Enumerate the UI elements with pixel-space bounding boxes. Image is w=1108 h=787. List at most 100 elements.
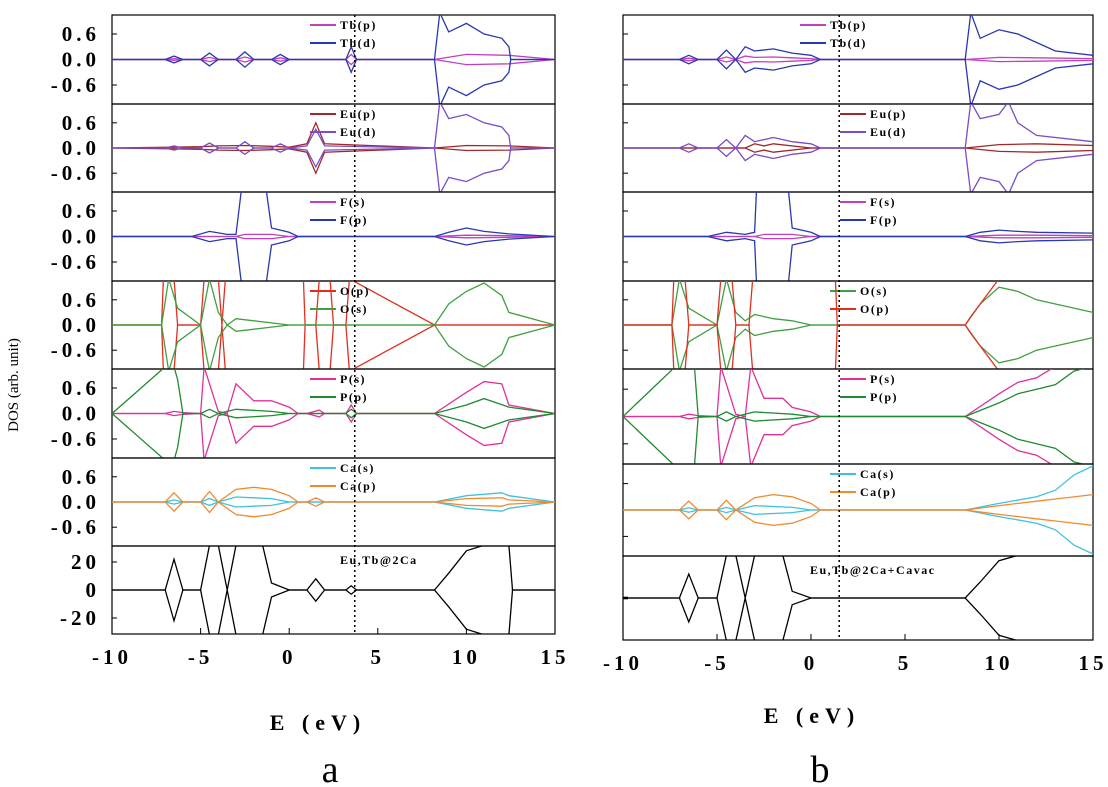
panel-b-subplot-1: Eu(p) Eu(d) — [622, 103, 1094, 193]
dos-curve-down — [623, 509, 1093, 527]
panel-b-series-0-1 — [623, 15, 1093, 104]
dos-curve-down — [112, 323, 555, 369]
dos-curve-down — [623, 58, 1093, 64]
panel-a-ytick-label: 0.6 — [62, 22, 100, 46]
panel-a-series-1-1 — [112, 104, 555, 192]
panel-a-legend-label: Ca(s) — [340, 461, 375, 475]
dos-curve-down — [112, 501, 555, 512]
panel-a-ytick-label: 20 — [71, 550, 100, 574]
dos-curve-up — [623, 369, 1086, 418]
panel-a-series-3-1 — [112, 281, 555, 369]
panel-a-legend-label: Ca(p) — [340, 479, 377, 493]
dos-curve-down — [112, 147, 555, 192]
panel-a-total-label: Eu,Tb@2Ca — [340, 553, 418, 567]
dos-curve-down — [112, 58, 555, 66]
panel-a-subplot-3: 0.60.0-0.6O(p)O(s) — [51, 280, 556, 370]
dos-curve-down — [623, 415, 1053, 464]
dos-curve-down — [623, 235, 1093, 240]
panel-a-subplot-frame — [111, 103, 556, 193]
panel-b-subplot-0: Tb(p) Tb(d) — [622, 14, 1094, 105]
panel-label-b: b — [811, 749, 830, 787]
panel-a-legend-label: Tb(d) — [340, 36, 377, 50]
panel-a-ytick-label: 0.0 — [62, 48, 100, 72]
dos-curve-up — [623, 104, 1093, 149]
dos-curve-up — [623, 493, 1093, 511]
dos-curve-down — [623, 509, 1093, 555]
panel-b-legend-label: Eu(d) — [870, 125, 907, 139]
panel-b-subplot-4: P(s) P(p) — [622, 368, 1094, 465]
panel-a-series-2-1 — [112, 192, 555, 281]
panel-b-subplot-5: Ca(s) Ca(p) — [622, 463, 1094, 557]
panel-a-subplot-1: 0.60.0-0.6 Eu(p) Eu(d) — [51, 103, 556, 193]
panel-a-subplot-6: 20 0 -20 Eu,Tb@2Ca — [60, 545, 556, 635]
dos-curve-up — [112, 546, 555, 591]
panel-a-ytick-label: -0.6 — [51, 73, 100, 97]
panel-b-xtick-label: -5 — [704, 651, 730, 675]
panel-b-series-5-0 — [623, 465, 1093, 555]
dos-curve-down — [623, 597, 1018, 640]
panel-a-series-0-1 — [112, 15, 555, 104]
panel-a-legend-label: Eu(p) — [340, 107, 377, 121]
panel-a-ytick-label: 0.0 — [62, 136, 100, 160]
panel-a-ytick-label: 0.0 — [62, 225, 100, 249]
dos-curve-down — [623, 415, 1086, 464]
dos-curve-up — [623, 143, 1093, 149]
panel-a-ytick-label: 0 — [86, 578, 101, 602]
dos-curve-up — [112, 486, 555, 503]
dos-curve-down — [623, 323, 1093, 369]
panel-b-xtick-label: 15 — [1079, 651, 1108, 675]
dos-curve-up — [112, 53, 555, 61]
dos-curve-down — [112, 147, 555, 175]
dos-curve-up — [623, 55, 1093, 61]
dos-curve-up — [112, 369, 555, 415]
x-axis-title-b: E (eV) — [764, 703, 860, 728]
panel-a-xtick-label: 15 — [541, 645, 570, 669]
dos-curve-down — [112, 501, 555, 518]
dos-curve-up — [112, 104, 555, 149]
panel-b-legend-label: F(p) — [870, 213, 898, 227]
panel-b-xtick-label: 0 — [804, 651, 819, 675]
dos-curve-up — [623, 281, 999, 326]
panel-a-subplot-4: 0.60.0-0.6 P(s) P(p) — [51, 368, 556, 459]
dos-curve-up — [112, 15, 555, 61]
panel-b-xtick-label: 5 — [898, 651, 913, 675]
panel-b-legend-label: Eu(p) — [870, 107, 907, 121]
dos-curve-up — [623, 369, 1053, 418]
panel-a-ytick-label: -0.6 — [51, 427, 100, 451]
dos-curve-down — [112, 589, 555, 634]
panel-a-series-6-0 — [112, 546, 555, 634]
panel-a-legend-label: O(s) — [340, 302, 368, 316]
panel-a-ytick-label: 0.6 — [62, 199, 100, 223]
panel-a-series-5-1 — [112, 486, 555, 518]
panel-a-ytick-label: -0.6 — [51, 161, 100, 185]
panel-b-legend-label: Tb(d) — [830, 36, 867, 50]
panel-a-ytick-label: 0.6 — [62, 465, 100, 489]
panel-a-subplot-2: 0.60.0-0.6 F(s) F(p) — [51, 191, 556, 282]
panel-b-series-2-0 — [623, 233, 1093, 240]
y-axis-title: DOS (arb. unit) — [6, 338, 22, 432]
panel-b-legend-label: Ca(s) — [860, 467, 895, 481]
panel-b-legend-label: Tb(p) — [830, 18, 867, 32]
dos-curve-down — [112, 58, 555, 104]
panel-a-ytick-label: 0.6 — [62, 288, 100, 312]
panel-a-xtick-label: 10 — [452, 645, 481, 669]
panel-b-xtick-label: 10 — [985, 651, 1014, 675]
panel-a-legend-label: P(s) — [340, 372, 366, 386]
panel-b-series-2-1 — [623, 192, 1093, 281]
dos-curve-up — [112, 192, 555, 238]
dos-curve-down — [623, 147, 1093, 153]
dos-curve-down — [623, 147, 1093, 192]
dos-curve-up — [623, 281, 1093, 327]
panel-a-legend-label: Eu(d) — [340, 125, 377, 139]
panel-b-xtick-label: -10 — [603, 651, 643, 675]
panel-b-series-1-1 — [623, 104, 1093, 192]
panel-label-a: a — [322, 749, 339, 787]
panel-a-subplot-5: 0.60.0-0.6 Ca(s) Ca(p) — [51, 457, 556, 547]
x-axis-title-a: E (eV) — [270, 710, 366, 735]
panel-a-subplot-0: 0.60.0-0.6 Tb(p) Tb(d) — [51, 14, 556, 105]
panel-b-series-1-0 — [623, 143, 1093, 153]
panel-b-legend-label: O(s) — [860, 284, 888, 298]
panel-a-series-2-0 — [112, 233, 555, 240]
panel-a-xtick-label: 0 — [282, 645, 297, 669]
